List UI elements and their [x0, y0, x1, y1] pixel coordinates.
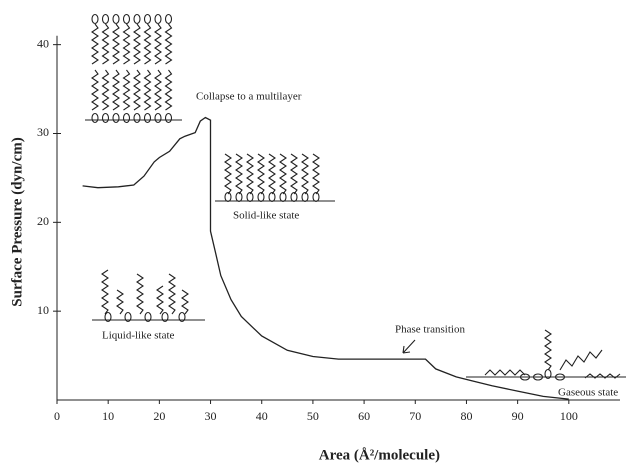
chain	[101, 269, 109, 315]
chain	[116, 289, 124, 315]
arrow	[402, 339, 416, 354]
chain	[154, 69, 162, 111]
head	[101, 112, 110, 124]
head	[161, 311, 169, 323]
x-tick-label: 80	[460, 409, 472, 423]
head	[133, 112, 141, 124]
chain	[312, 153, 320, 195]
x-tick-label: 90	[512, 409, 524, 423]
head	[91, 112, 99, 124]
chain	[91, 69, 99, 111]
head	[544, 368, 552, 380]
head	[290, 191, 298, 203]
head	[532, 373, 544, 381]
annotation: Collapse to a multilayer	[196, 91, 302, 103]
annotation: Solid-like state	[233, 210, 299, 222]
x-tick-label: 40	[256, 409, 268, 423]
chain	[168, 273, 176, 315]
head	[246, 191, 254, 203]
chain	[143, 69, 152, 111]
chain	[101, 69, 110, 111]
annotation: Phase transition	[395, 324, 465, 336]
x-axis-label: Area (Å²/molecule)	[319, 447, 440, 463]
isotherm-line	[82, 116, 569, 400]
chain	[164, 69, 173, 111]
head	[235, 191, 243, 203]
head	[144, 311, 152, 323]
chain	[112, 23, 120, 65]
chain	[133, 23, 141, 65]
x-tick-label: 70	[409, 409, 421, 423]
head	[257, 191, 265, 203]
y-tick-label: 10	[37, 303, 49, 317]
head	[112, 112, 120, 124]
head	[154, 112, 162, 124]
head	[143, 13, 152, 25]
chain	[156, 285, 164, 315]
chain	[133, 69, 141, 111]
chain	[101, 23, 110, 65]
annotation: Gaseous state	[558, 387, 618, 399]
chain	[559, 349, 603, 371]
head	[519, 373, 531, 381]
chain	[584, 373, 621, 379]
chain	[164, 23, 173, 65]
chain	[154, 23, 162, 65]
x-tick-label: 60	[358, 409, 370, 423]
y-axis-label: Surface Pressure (dyn/cm)	[9, 137, 25, 306]
head	[154, 13, 162, 25]
chain	[268, 153, 276, 195]
head	[91, 13, 99, 25]
annotation: Liquid-like state	[102, 330, 175, 342]
head	[164, 112, 173, 124]
chain	[279, 153, 287, 195]
chain	[112, 69, 120, 111]
chain	[91, 23, 99, 65]
head	[164, 13, 173, 25]
x-tick-label: 0	[54, 409, 60, 423]
chain	[143, 23, 152, 65]
head	[312, 191, 320, 203]
chain	[484, 369, 526, 376]
head	[133, 13, 141, 25]
head	[122, 13, 131, 25]
head	[554, 373, 566, 381]
chain	[257, 153, 265, 195]
chain	[122, 23, 131, 65]
chain	[246, 153, 254, 195]
chain	[290, 153, 298, 195]
molecule-drawings	[85, 13, 626, 381]
x-tick-label: 30	[205, 409, 217, 423]
y-tick-label: 20	[37, 214, 49, 228]
head	[104, 311, 112, 323]
head	[143, 112, 152, 124]
chain	[136, 273, 144, 315]
head	[101, 13, 110, 25]
head	[112, 13, 120, 25]
head	[178, 311, 186, 323]
head	[279, 191, 287, 203]
y-tick-label: 40	[37, 36, 49, 50]
chain	[544, 329, 552, 371]
x-tick-label: 10	[102, 409, 114, 423]
chain	[224, 153, 232, 195]
head	[268, 191, 276, 203]
chain	[301, 153, 309, 195]
x-tick-label: 50	[307, 409, 319, 423]
head	[122, 112, 131, 124]
x-tick-label: 20	[153, 409, 165, 423]
chain	[181, 289, 189, 315]
x-tick-label: 100	[560, 409, 578, 423]
y-tick-label: 30	[37, 125, 49, 139]
chain	[122, 69, 131, 111]
head	[224, 191, 232, 203]
head	[301, 191, 309, 203]
chain	[235, 153, 243, 195]
head	[124, 311, 132, 323]
